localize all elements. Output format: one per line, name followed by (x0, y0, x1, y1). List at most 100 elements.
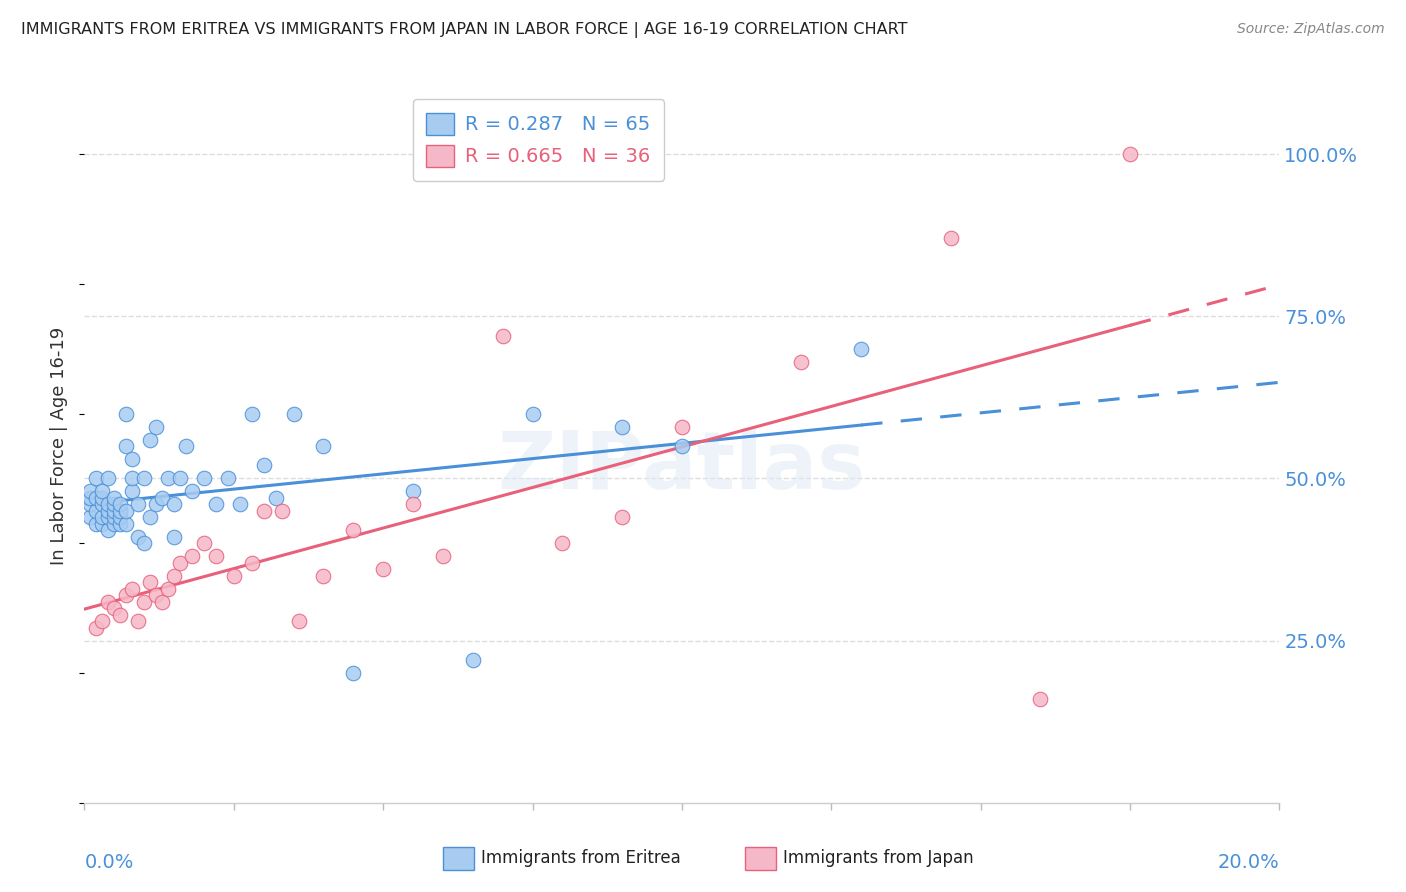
Text: Immigrants from Eritrea: Immigrants from Eritrea (481, 849, 681, 867)
Point (79, 510, 101, 524)
Point (342, 666, 364, 681)
Point (132, 595, 156, 609)
Point (283, 407, 305, 421)
Text: Immigrants from Japan: Immigrants from Japan (783, 849, 974, 867)
Point (115, 407, 138, 421)
Point (342, 524, 364, 538)
Point (610, 419, 633, 434)
Point (193, 471, 215, 485)
Point (110, 510, 132, 524)
Point (240, 556, 263, 570)
Point (253, 504, 276, 518)
Point (145, 588, 167, 602)
Point (217, 471, 239, 485)
Point (110, 497, 132, 511)
Point (169, 471, 191, 485)
Point (97, 504, 120, 518)
Point (288, 614, 311, 628)
Point (121, 582, 143, 596)
Point (253, 458, 276, 473)
Point (115, 504, 138, 518)
Point (163, 530, 186, 544)
Point (103, 510, 125, 524)
Point (86, 471, 108, 485)
Point (150, 491, 173, 505)
Point (163, 497, 186, 511)
Point (79, 491, 101, 505)
Point (671, 439, 693, 453)
Point (205, 549, 228, 564)
Point (86, 504, 108, 518)
Point (551, 536, 574, 550)
Point (127, 614, 149, 628)
Point (127, 497, 149, 511)
Point (312, 568, 335, 582)
Point (97, 471, 120, 485)
Point (121, 471, 143, 485)
Point (157, 582, 180, 596)
Point (103, 497, 125, 511)
Point (671, 419, 693, 434)
Point (97, 510, 120, 524)
Point (132, 536, 156, 550)
Text: 0.0%: 0.0% (84, 853, 134, 871)
Point (522, 407, 544, 421)
Point (115, 588, 138, 602)
Point (103, 491, 125, 505)
Point (110, 516, 132, 531)
Point (110, 607, 132, 622)
Text: ZIPatlas: ZIPatlas (498, 428, 866, 507)
Point (127, 530, 149, 544)
Point (103, 516, 125, 531)
Point (91, 497, 114, 511)
Point (939, 231, 962, 245)
Point (169, 556, 191, 570)
Y-axis label: In Labor Force | Age 16-19: In Labor Force | Age 16-19 (51, 326, 69, 566)
Point (86, 516, 108, 531)
Point (849, 342, 872, 356)
Point (163, 568, 186, 582)
Point (1029, 692, 1052, 706)
Point (91, 614, 114, 628)
Text: Source: ZipAtlas.com: Source: ZipAtlas.com (1237, 22, 1385, 37)
Point (97, 595, 120, 609)
Point (461, 653, 484, 667)
Point (610, 510, 633, 524)
Point (145, 419, 167, 434)
Text: IMMIGRANTS FROM ERITREA VS IMMIGRANTS FROM JAPAN IN LABOR FORCE | AGE 16-19 CORR: IMMIGRANTS FROM ERITREA VS IMMIGRANTS FR… (21, 22, 908, 38)
Point (132, 471, 156, 485)
Point (180, 549, 204, 564)
Point (91, 516, 114, 531)
Point (180, 484, 204, 499)
Legend: R = 0.287   N = 65, R = 0.665   N = 36: R = 0.287 N = 65, R = 0.665 N = 36 (413, 99, 664, 181)
Point (157, 471, 180, 485)
Point (139, 510, 162, 524)
Point (97, 497, 120, 511)
Point (174, 439, 197, 453)
Point (432, 549, 454, 564)
Point (86, 621, 108, 635)
Point (139, 575, 162, 590)
Point (193, 536, 215, 550)
Point (121, 484, 143, 499)
Point (91, 484, 114, 499)
Point (222, 568, 245, 582)
Point (103, 504, 125, 518)
Point (270, 504, 292, 518)
Point (264, 491, 287, 505)
Point (91, 491, 114, 505)
Point (97, 524, 120, 538)
Point (402, 484, 425, 499)
Point (103, 601, 125, 615)
Point (91, 510, 114, 524)
Point (371, 562, 394, 576)
Point (1119, 147, 1142, 161)
Point (150, 595, 173, 609)
Point (145, 497, 167, 511)
Point (139, 433, 162, 447)
Point (115, 516, 138, 531)
Point (79, 484, 101, 499)
Text: 20.0%: 20.0% (1218, 853, 1279, 871)
Point (115, 439, 138, 453)
Point (205, 497, 228, 511)
